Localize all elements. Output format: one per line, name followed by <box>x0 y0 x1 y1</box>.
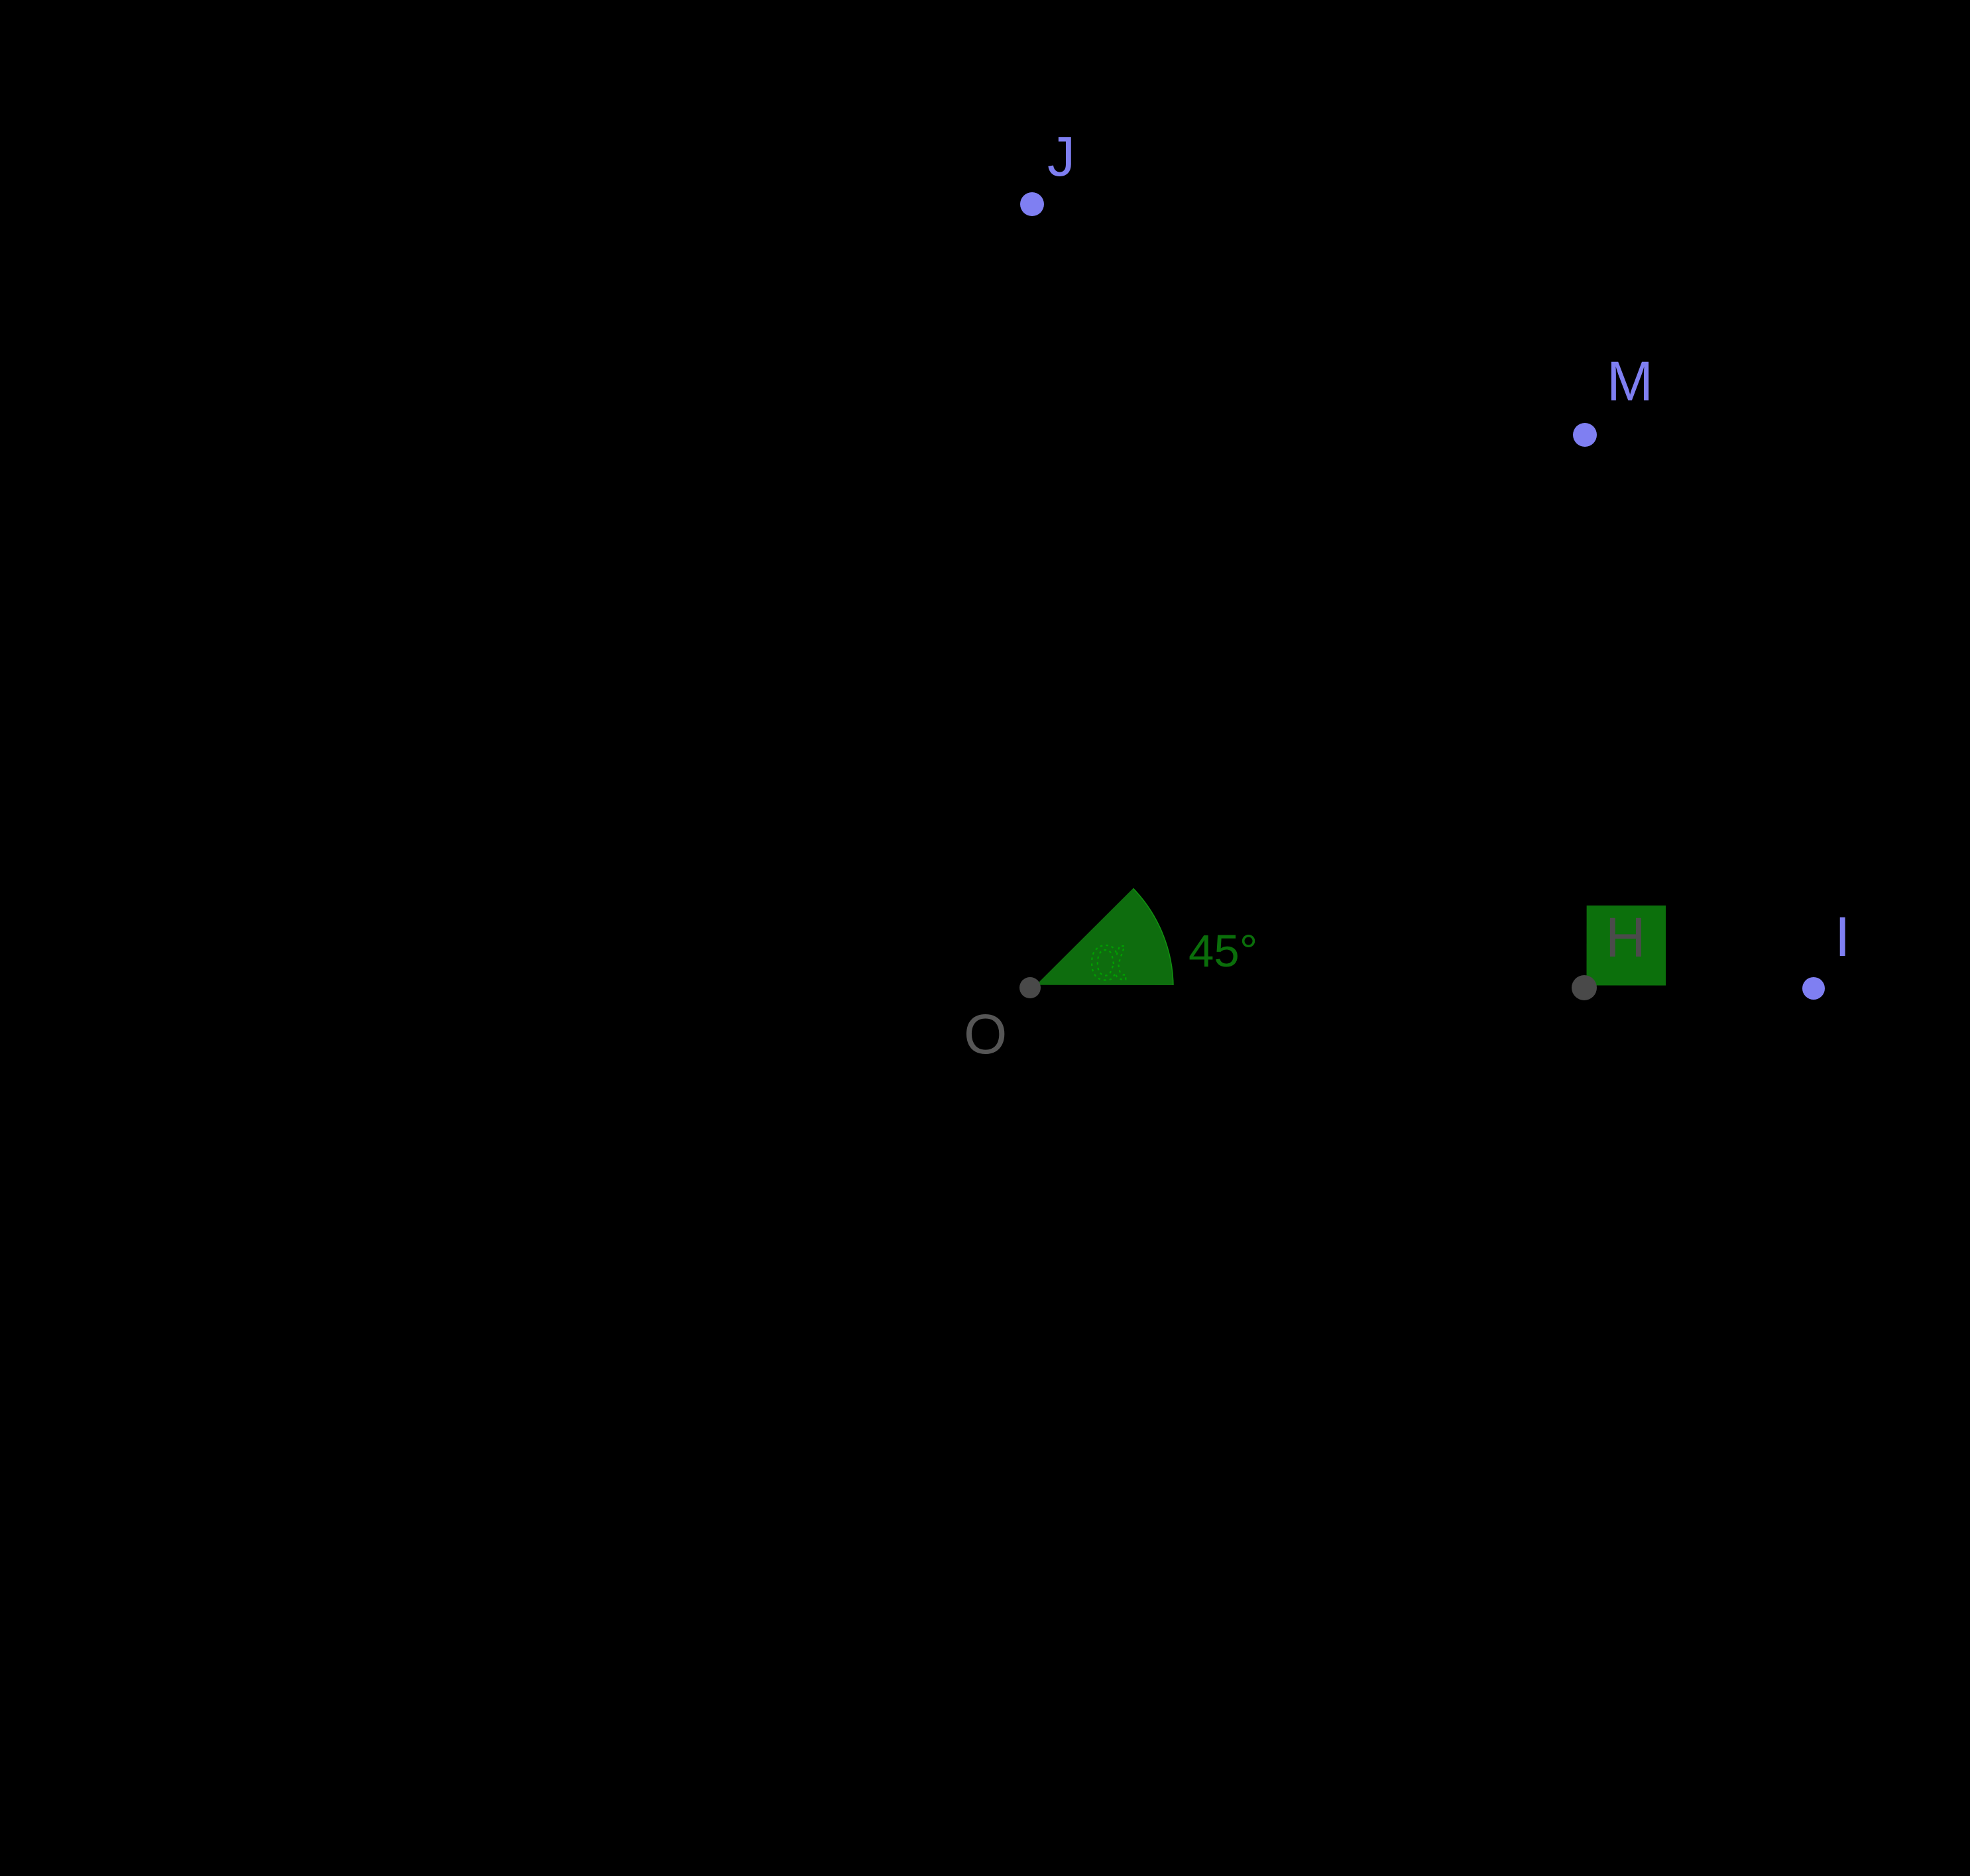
angle-measure-label[interactable]: 45° <box>1188 925 1258 976</box>
point-label-O[interactable]: O <box>964 1003 1008 1065</box>
point-I[interactable] <box>1802 977 1825 1000</box>
point-label-J[interactable]: J <box>1047 125 1075 188</box>
point-J[interactable] <box>1020 192 1044 216</box>
point-label-M[interactable]: M <box>1607 350 1653 412</box>
angle-sector[interactable] <box>1029 886 1174 988</box>
right-angle-marker[interactable] <box>1586 906 1666 989</box>
point-label-I[interactable]: I <box>1835 906 1851 968</box>
point-H[interactable] <box>1572 975 1597 1000</box>
angle-name-label[interactable]: α <box>1088 922 1130 994</box>
point-O[interactable] <box>1019 977 1041 998</box>
point-label-H[interactable]: H <box>1605 906 1646 968</box>
segment-O-I[interactable] <box>1029 984 1814 990</box>
point-M[interactable] <box>1573 423 1597 447</box>
segment-M-H[interactable] <box>1582 434 1588 988</box>
segment-O-M[interactable] <box>1028 433 1587 990</box>
